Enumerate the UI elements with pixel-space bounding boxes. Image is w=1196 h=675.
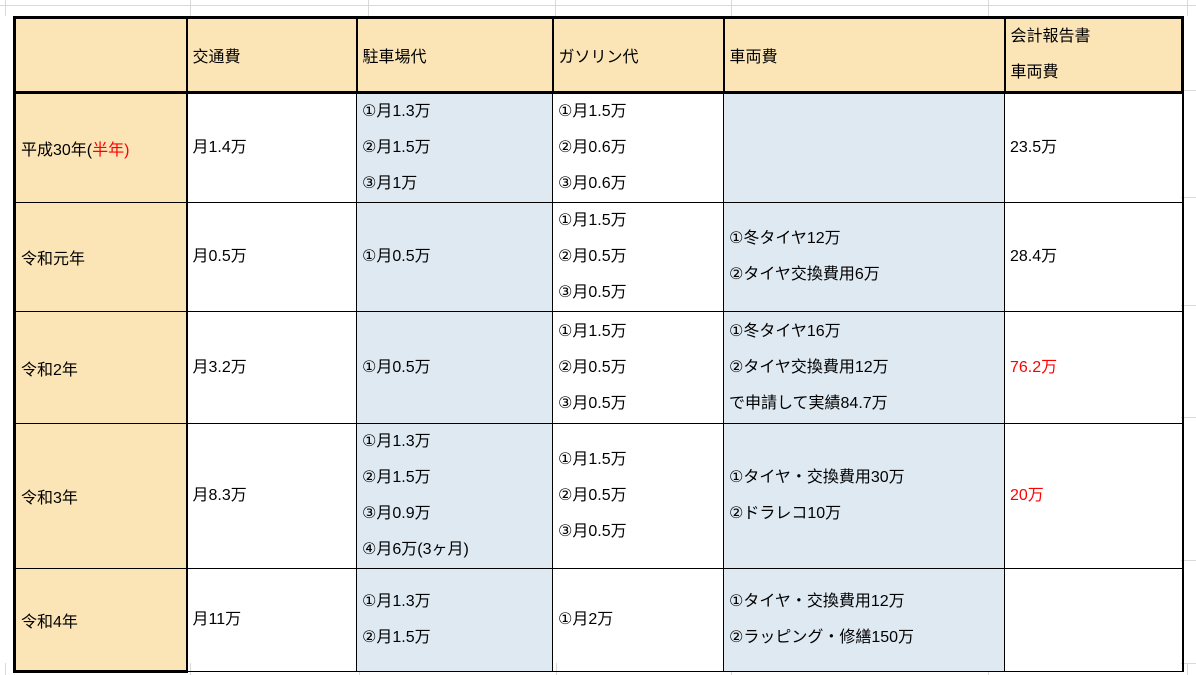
cell-heisei30-vehicle[interactable] <box>723 92 1005 203</box>
cell-reiwa2-transport[interactable]: 月3.2万 <box>186 311 357 424</box>
cell-reiwa2-parking[interactable]: ①月0.5万 <box>356 311 553 424</box>
table-row-reiwa2: 令和2年 月3.2万 ①月0.5万 ①月1.5万 ②月0.5万 ③月0.5万 ①… <box>13 311 1184 424</box>
cell-heisei30-report[interactable]: 23.5万 <box>1004 92 1184 203</box>
cell-reiwa2-vehicle[interactable]: ①冬タイヤ16万 ②タイヤ交換費用12万 で申請して実績84.7万 <box>723 311 1005 424</box>
sheet-gridline <box>1187 663 1188 675</box>
table-row-reiwa4: 令和4年 月11万 ①月1.3万 ②月1.5万 ①月2万 ①タイヤ・交換費用12… <box>13 568 1184 673</box>
year-label: 令和3年 <box>21 490 78 507</box>
cell-reiwa4-report[interactable] <box>1004 568 1184 672</box>
cell-reiwa1-transport[interactable]: 月0.5万 <box>186 202 357 312</box>
header-year[interactable] <box>13 16 188 94</box>
sheet-gridline <box>0 5 1196 6</box>
sheet-gridline <box>988 0 989 16</box>
header-vehicle[interactable]: 車両費 <box>722 16 1006 94</box>
cell-reiwa1-parking[interactable]: ①月0.5万 <box>356 202 553 312</box>
cell-reiwa1-gasoline[interactable]: ①月1.5万 ②月0.5万 ③月0.5万 <box>552 202 724 312</box>
header-report-line2: 車両費 <box>1010 64 1059 81</box>
cell-reiwa4-transport[interactable]: 月11万 <box>186 568 357 672</box>
cell-reiwa3-report[interactable]: 20万 <box>1004 423 1184 569</box>
year-label-red: 半年) <box>92 142 130 159</box>
sheet-gridline <box>1181 560 1196 561</box>
cell-reiwa3-gasoline[interactable]: ①月1.5万 ②月0.5万 ③月0.5万 <box>552 423 724 569</box>
year-label: 令和元年 <box>21 251 86 268</box>
cell-heisei30-gasoline[interactable]: ①月1.5万 ②月0.6万 ③月0.6万 <box>552 92 724 203</box>
table-row-reiwa1: 令和元年 月0.5万 ①月0.5万 ①月1.5万 ②月0.5万 ③月0.5万 ①… <box>13 202 1184 312</box>
cell-reiwa3-transport[interactable]: 月8.3万 <box>186 423 357 569</box>
sheet-gridline <box>555 0 556 16</box>
cell-reiwa2-report[interactable]: 76.2万 <box>1004 311 1184 424</box>
sheet-gridline <box>1181 90 1196 91</box>
cell-reiwa2-gasoline[interactable]: ①月1.5万 ②月0.5万 ③月0.5万 <box>552 311 724 424</box>
sheet-gridline <box>5 0 6 16</box>
year-label: 平成30年( <box>21 142 93 159</box>
cell-reiwa4-vehicle[interactable]: ①タイヤ・交換費用12万 ②ラッピング・修繕150万 <box>723 568 1005 672</box>
sheet-gridline <box>1181 417 1196 418</box>
expense-table: 交通費 駐車場代 ガソリン代 車両費 会計報告書 車両費 平成30年(半年) 月… <box>13 16 1184 673</box>
sheet-gridline <box>368 0 369 16</box>
header-report[interactable]: 会計報告書 車両費 <box>1003 16 1184 94</box>
table-row-reiwa3: 令和3年 月8.3万 ①月1.3万 ②月1.5万 ③月0.9万 ④月6万(3ヶ月… <box>13 423 1184 569</box>
cell-reiwa1-vehicle[interactable]: ①冬タイヤ12万 ②タイヤ交換費用6万 <box>723 202 1005 312</box>
year-label: 令和4年 <box>21 613 78 631</box>
sheet-gridline <box>1187 0 1188 16</box>
year-label: 令和2年 <box>21 361 78 379</box>
cell-reiwa1-year[interactable]: 令和元年 <box>13 202 188 312</box>
header-report-line1: 会計報告書 <box>1010 28 1091 45</box>
table-row-heisei30: 平成30年(半年) 月1.4万 ①月1.3万 ②月1.5万 ③月1万 ①月1.5… <box>13 92 1184 203</box>
sheet-gridline <box>5 663 6 675</box>
cell-reiwa4-parking[interactable]: ①月1.3万 ②月1.5万 <box>356 568 553 672</box>
sheet-gridline <box>1181 663 1196 664</box>
cell-reiwa1-report[interactable]: 28.4万 <box>1004 202 1184 312</box>
sheet-gridline <box>731 0 732 16</box>
sheet-gridline <box>1181 305 1196 306</box>
header-gasoline[interactable]: ガソリン代 <box>551 16 725 94</box>
cell-reiwa3-parking[interactable]: ①月1.3万 ②月1.5万 ③月0.9万 ④月6万(3ヶ月) <box>356 423 553 569</box>
cell-heisei30-transport[interactable]: 月1.4万 <box>186 92 357 203</box>
sheet-gridline <box>1181 197 1196 198</box>
header-transport[interactable]: 交通費 <box>185 16 358 94</box>
cell-reiwa2-year[interactable]: 令和2年 <box>13 311 188 424</box>
cell-reiwa3-year[interactable]: 令和3年 <box>13 423 188 569</box>
cell-reiwa3-vehicle[interactable]: ①タイヤ・交換費用30万 ②ドラレコ10万 <box>723 423 1005 569</box>
cell-heisei30-parking[interactable]: ①月1.3万 ②月1.5万 ③月1万 <box>356 92 553 203</box>
header-parking[interactable]: 駐車場代 <box>355 16 554 94</box>
header-row: 交通費 駐車場代 ガソリン代 車両費 会計報告書 車両費 <box>13 16 1184 94</box>
sheet-gridline <box>190 0 191 16</box>
cell-reiwa4-year[interactable]: 令和4年 <box>13 568 188 673</box>
cell-heisei30-year[interactable]: 平成30年(半年) <box>13 92 188 203</box>
cell-reiwa4-gasoline[interactable]: ①月2万 <box>552 568 724 672</box>
